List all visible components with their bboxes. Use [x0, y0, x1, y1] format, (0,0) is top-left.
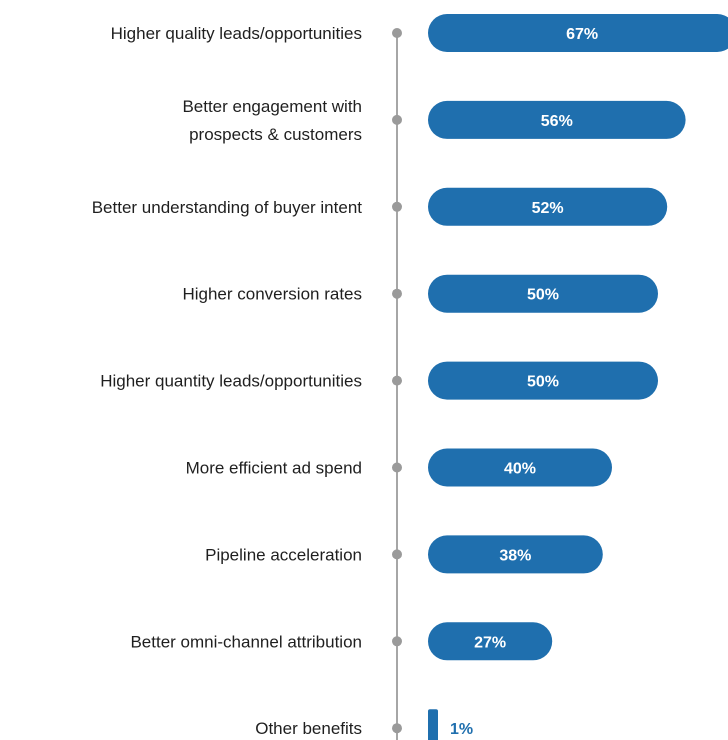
- category-label-better-engagement-with-prospects-customers-line-2: prospects & customers: [189, 125, 362, 144]
- axis-dot-more-efficient-ad-spend: [392, 462, 402, 473]
- category-label-other-benefits: Other benefits: [255, 719, 362, 738]
- bar-better-understanding-of-buyer-intent: [428, 187, 668, 226]
- category-label-better-engagement-with-prospects-customers-line-1: Better engagement with: [182, 97, 362, 116]
- value-label-higher-conversion-rates: 50%: [527, 287, 559, 304]
- axis-dot-higher-conversion-rates: [392, 288, 402, 299]
- category-label-more-efficient-ad-spend: More efficient ad spend: [186, 459, 362, 478]
- axis-dot-other-benefits: [392, 723, 402, 734]
- axis-dot-pipeline-acceleration: [392, 549, 402, 560]
- category-label-higher-quality-leads-opportunities: Higher quality leads/opportunities: [111, 24, 362, 43]
- bar-higher-conversion-rates: [428, 274, 658, 313]
- category-label-higher-conversion-rates: Higher conversion rates: [182, 285, 362, 304]
- value-label-pipeline-acceleration: 38%: [499, 547, 531, 564]
- bar-better-omni-channel-attribution: [428, 622, 553, 661]
- axis-dot-higher-quality-leads-opportunities: [392, 28, 402, 38]
- bar-more-efficient-ad-spend: [428, 448, 612, 487]
- bar-higher-quantity-leads-opportunities: [428, 361, 658, 400]
- category-labels: Higher quality leads/opportunities Better…: [92, 24, 363, 738]
- category-label-better-understanding-of-buyer-intent: Better understanding of buyer intent: [92, 198, 363, 217]
- value-label-better-omni-channel-attribution: 27%: [474, 634, 506, 651]
- value-label-more-efficient-ad-spend: 40%: [504, 461, 536, 478]
- value-label-higher-quality-leads-opportunities: 67%: [566, 26, 598, 43]
- axis-dot-better-omni-channel-attribution: [392, 636, 402, 647]
- bar-better-engagement-with-prospects-customers: [428, 100, 686, 139]
- category-label-pipeline-acceleration: Pipeline acceleration: [205, 545, 362, 564]
- axis-dots: [392, 28, 402, 734]
- category-label-better-omni-channel-attribution: Better omni-channel attribution: [130, 632, 362, 651]
- value-label-other-benefits: 1%: [450, 721, 473, 738]
- axis-dot-higher-quantity-leads-opportunities: [392, 375, 402, 386]
- axis-dot-better-engagement-with-prospects-customers: [392, 114, 402, 125]
- value-label-higher-quantity-leads-opportunities: 50%: [527, 374, 559, 391]
- axis-dot-better-understanding-of-buyer-intent: [392, 201, 402, 212]
- bar-higher-quality-leads-opportunities: [428, 14, 728, 52]
- category-label-higher-quantity-leads-opportunities: Higher quantity leads/opportunities: [100, 372, 362, 391]
- bars: [428, 14, 728, 740]
- value-label-better-understanding-of-buyer-intent: 52%: [532, 200, 564, 217]
- bar-pipeline-acceleration: [428, 535, 603, 574]
- value-labels: 67% 56% 52% 50% 50% 40% 38% 27% 1%: [450, 26, 598, 738]
- bar-other-benefits: [428, 709, 438, 740]
- value-label-better-engagement-with-prospects-customers: 56%: [541, 113, 573, 130]
